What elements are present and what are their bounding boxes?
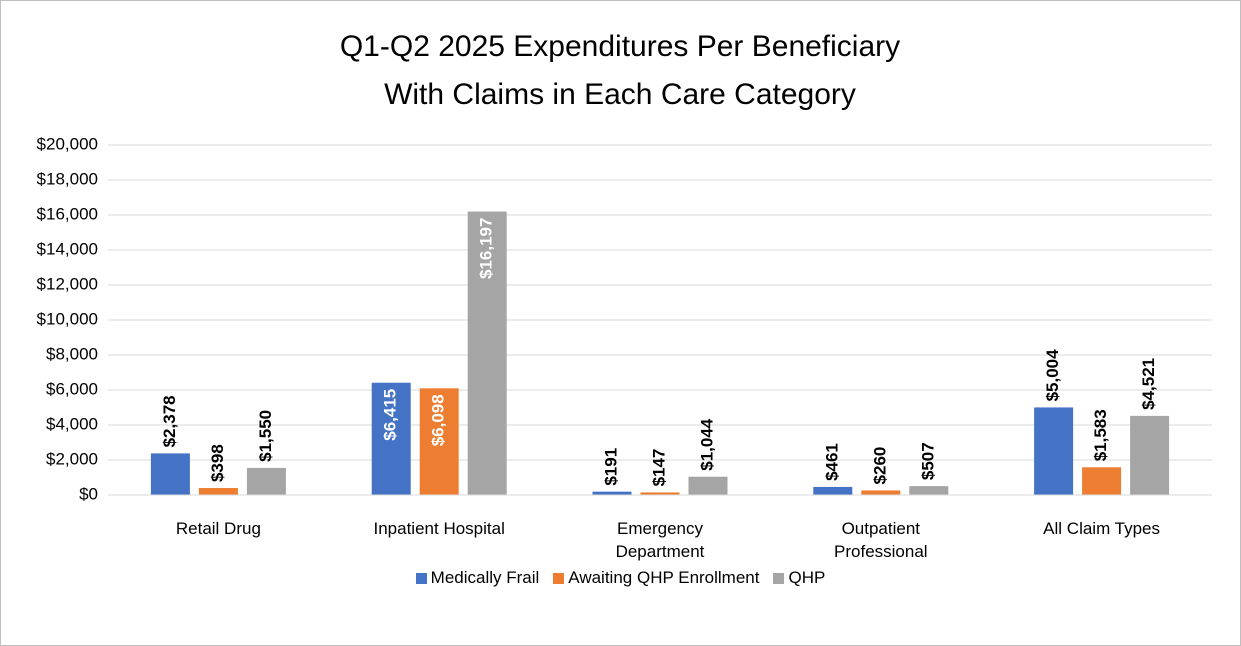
data-label: $147: [649, 449, 668, 487]
bar: [467, 211, 507, 496]
y-tick-label: $14,000: [37, 239, 98, 258]
bar: [371, 382, 411, 495]
legend-item: Awaiting QHP Enrollment: [553, 568, 759, 588]
y-tick-label: $2,000: [46, 449, 98, 468]
legend-label: QHP: [788, 568, 826, 587]
bar: [1082, 467, 1122, 495]
bar: [198, 488, 238, 495]
legend-label: Awaiting QHP Enrollment: [568, 568, 760, 587]
x-tick-label: All Claim Types: [1043, 519, 1161, 538]
bar: [150, 453, 190, 495]
y-tick-label: $16,000: [37, 204, 98, 223]
data-label: $1,550: [256, 410, 275, 462]
bar: [592, 491, 632, 495]
legend-swatch: [415, 572, 427, 584]
legend-swatch: [553, 572, 565, 584]
y-tick-label: $8,000: [46, 344, 98, 363]
bar: [1034, 407, 1074, 495]
bar: [813, 486, 853, 495]
data-label: $2,378: [160, 395, 179, 447]
x-tick-label: Emergency Department: [615, 519, 705, 561]
legend-label: Medically Frail: [430, 568, 540, 587]
chart-subtitle: With Claims in Each Care Category: [384, 78, 856, 111]
legend: Medically Frail Awaiting QHP Enrollment QH…: [0, 568, 1241, 588]
data-label: $6,415: [381, 389, 400, 441]
data-label: $5,004: [1043, 349, 1062, 402]
bar: [861, 490, 901, 495]
data-label: $16,197: [477, 218, 496, 279]
legend-item: QHP: [773, 568, 825, 588]
data-label: $1,044: [697, 418, 716, 471]
chart-title: Q1-Q2 2025 Expenditures Per Beneficiary: [340, 30, 900, 63]
x-tick-label: Outpatient Professional: [834, 519, 928, 561]
bar: [1130, 415, 1170, 495]
data-label: $260: [870, 447, 889, 485]
bar: [688, 476, 728, 495]
y-tick-label: $0: [79, 484, 98, 503]
x-tick-label: Inpatient Hospital: [373, 519, 505, 538]
y-tick-label: $6,000: [46, 379, 98, 398]
y-tick-label: $4,000: [46, 414, 98, 433]
legend-item: Medically Frail: [415, 568, 540, 588]
data-label: $461: [822, 443, 841, 481]
data-label: $4,521: [1139, 358, 1158, 410]
bar: [640, 492, 680, 495]
legend-swatch: [773, 572, 785, 584]
bar: [419, 388, 459, 495]
data-label: $507: [918, 442, 937, 480]
data-label: $1,583: [1091, 409, 1110, 461]
bar: [246, 467, 286, 495]
y-tick-label: $20,000: [37, 134, 98, 153]
x-tick-label: Retail Drug: [175, 519, 261, 538]
y-tick-label: $18,000: [37, 169, 98, 188]
y-tick-label: $12,000: [37, 274, 98, 293]
data-label: $398: [208, 444, 227, 482]
bar: [909, 486, 949, 495]
y-tick-label: $10,000: [37, 309, 98, 328]
data-label: $6,098: [429, 394, 448, 446]
data-label: $191: [601, 448, 620, 486]
